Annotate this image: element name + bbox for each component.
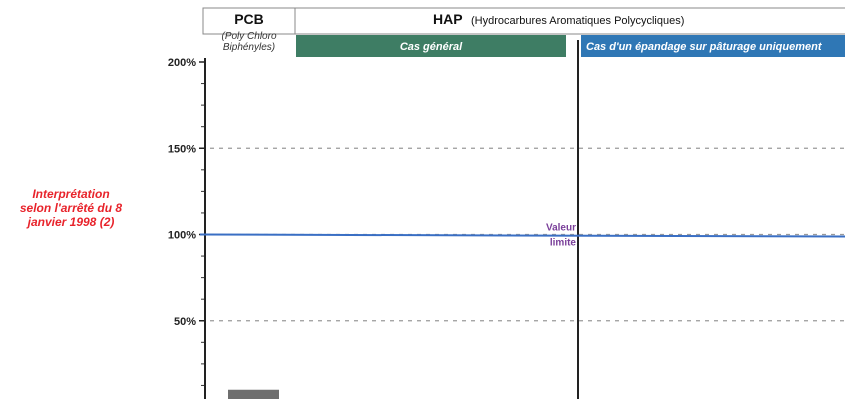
hap-title: HAP (Hydrocarbures Aromatiques Polycycli… [433, 11, 684, 28]
hap-title-sub: (Hydrocarbures Aromatiques Polycycliques… [471, 15, 684, 27]
reference-label-2: limite [550, 238, 577, 249]
reference-label-1: Valeur [546, 223, 576, 234]
ytick-label-50: 50% [174, 316, 196, 328]
interpretation-line-3: janvier 1998 (2) [27, 215, 115, 229]
band-pasture [581, 35, 845, 57]
header-frame [202, 7, 845, 35]
ytick-label-100: 100% [168, 230, 196, 242]
reference-line [199, 233, 845, 238]
interpretation-note: Interprétation selon l'arrêté du 8 janvi… [2, 187, 140, 229]
interpretation-line-2: selon l'arrêté du 8 [19, 201, 123, 215]
ytick-label-200: 200% [168, 57, 196, 69]
band-general-label: Cas général [400, 41, 463, 53]
band-general [296, 35, 566, 57]
bar-pcb [228, 389, 279, 399]
band-pasture-label: Cas d'un épandage sur pâturage uniquemen… [586, 41, 823, 53]
ytick-label-150: 150% [168, 143, 196, 155]
hap-title-main: HAP [433, 11, 463, 27]
pcb-subtitle-2: Biphényles) [223, 42, 275, 53]
interpretation-line-1: Interprétation [32, 187, 110, 201]
pcb-subtitle-1: (Poly Chloro [221, 31, 276, 42]
pcb-title: PCB [234, 11, 264, 27]
